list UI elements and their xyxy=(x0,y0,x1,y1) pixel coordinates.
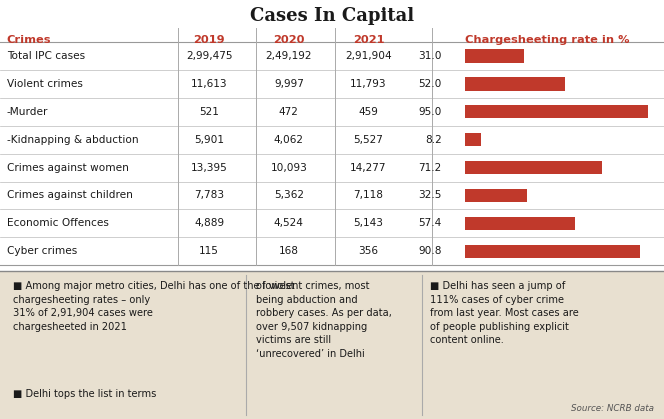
FancyBboxPatch shape xyxy=(465,133,481,146)
Text: Cases In Capital: Cases In Capital xyxy=(250,7,414,25)
Text: 4,062: 4,062 xyxy=(274,134,304,145)
Text: Crimes: Crimes xyxy=(7,35,51,45)
Text: 95.0: 95.0 xyxy=(418,107,442,117)
Text: of violent crimes, most
being abduction and
robbery cases. As per data,
over 9,5: of violent crimes, most being abduction … xyxy=(256,281,392,359)
Text: Cyber crimes: Cyber crimes xyxy=(7,246,77,256)
Text: 2021: 2021 xyxy=(353,35,384,45)
Text: 2,91,904: 2,91,904 xyxy=(345,51,392,61)
Text: 71.2: 71.2 xyxy=(418,163,442,173)
Text: 2,99,475: 2,99,475 xyxy=(186,51,232,61)
Text: 459: 459 xyxy=(359,107,378,117)
FancyBboxPatch shape xyxy=(465,189,527,202)
Text: 7,783: 7,783 xyxy=(194,191,224,200)
Text: 5,527: 5,527 xyxy=(354,134,383,145)
Text: 5,901: 5,901 xyxy=(194,134,224,145)
FancyBboxPatch shape xyxy=(465,245,639,258)
Text: 2020: 2020 xyxy=(273,35,305,45)
Text: -Kidnapping & abduction: -Kidnapping & abduction xyxy=(7,134,138,145)
FancyBboxPatch shape xyxy=(465,49,525,62)
Text: 11,793: 11,793 xyxy=(350,79,387,89)
Text: ■ Delhi has seen a jump of
111% cases of cyber crime
from last year. Most cases : ■ Delhi has seen a jump of 111% cases of… xyxy=(430,281,579,345)
Text: 2019: 2019 xyxy=(193,35,225,45)
Text: 31.0: 31.0 xyxy=(418,51,442,61)
Text: 14,277: 14,277 xyxy=(351,163,386,173)
Text: Crimes against children: Crimes against children xyxy=(7,191,133,200)
Text: Source: NCRB data: Source: NCRB data xyxy=(571,404,654,413)
Text: ■ Delhi tops the list in terms: ■ Delhi tops the list in terms xyxy=(13,389,157,399)
FancyBboxPatch shape xyxy=(465,161,602,174)
Text: Chargesheeting rate in %: Chargesheeting rate in % xyxy=(465,35,629,45)
Text: 521: 521 xyxy=(199,107,219,117)
Text: 2,49,192: 2,49,192 xyxy=(266,51,312,61)
Text: 4,524: 4,524 xyxy=(274,218,303,228)
Text: 13,395: 13,395 xyxy=(191,163,228,173)
Text: Crimes against women: Crimes against women xyxy=(7,163,129,173)
Text: 9,997: 9,997 xyxy=(274,79,303,89)
FancyBboxPatch shape xyxy=(465,217,575,230)
Text: 5,362: 5,362 xyxy=(274,191,304,200)
Text: 11,613: 11,613 xyxy=(191,79,228,89)
FancyBboxPatch shape xyxy=(465,105,648,119)
Text: -Murder: -Murder xyxy=(7,107,48,117)
Text: 10,093: 10,093 xyxy=(270,163,307,173)
Text: Economic Offences: Economic Offences xyxy=(7,218,108,228)
Text: 168: 168 xyxy=(279,246,299,256)
Text: 57.4: 57.4 xyxy=(418,218,442,228)
Text: Violent crimes: Violent crimes xyxy=(7,79,82,89)
Text: Total IPC cases: Total IPC cases xyxy=(7,51,85,61)
Text: 7,118: 7,118 xyxy=(353,191,384,200)
Text: 472: 472 xyxy=(279,107,299,117)
Text: 90.8: 90.8 xyxy=(418,246,442,256)
FancyBboxPatch shape xyxy=(465,77,565,91)
Text: 32.5: 32.5 xyxy=(418,191,442,200)
Text: ■ Among major metro cities, Delhi has one of the lowest
chargesheeting rates – o: ■ Among major metro cities, Delhi has on… xyxy=(13,281,295,332)
Text: 8.2: 8.2 xyxy=(425,134,442,145)
Text: 52.0: 52.0 xyxy=(418,79,442,89)
Text: 4,889: 4,889 xyxy=(194,218,224,228)
Text: 5,143: 5,143 xyxy=(353,218,384,228)
Text: 356: 356 xyxy=(359,246,378,256)
Text: 115: 115 xyxy=(199,246,219,256)
